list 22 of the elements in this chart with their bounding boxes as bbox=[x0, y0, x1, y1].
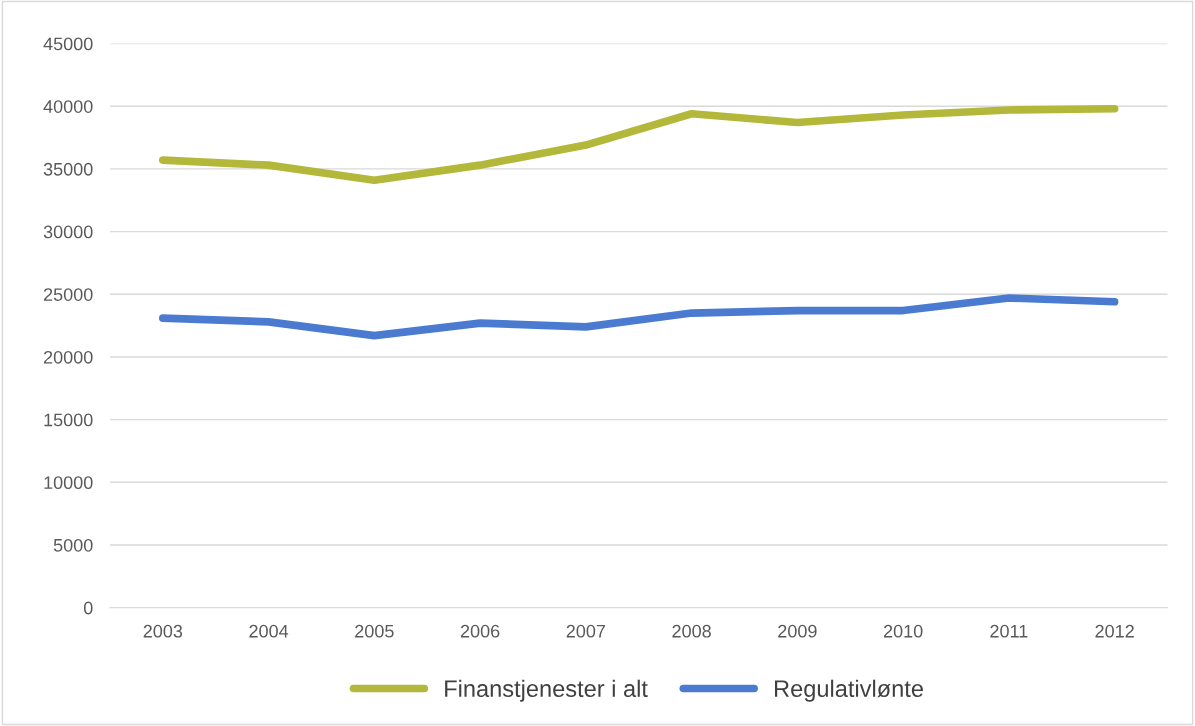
y-tick-label: 25000 bbox=[43, 288, 93, 301]
x-tick-label: 2006 bbox=[460, 624, 500, 638]
y-tick-label: 30000 bbox=[43, 225, 93, 239]
legend-label: Finanstjenester i alt bbox=[445, 679, 648, 702]
x-tick-label: 2011 bbox=[990, 624, 1028, 638]
y-tick-label: 5000 bbox=[53, 538, 93, 552]
y-tick-label: 40000 bbox=[43, 100, 93, 113]
legend-label: Regulativlønte bbox=[774, 679, 923, 702]
x-tick-label: 2003 bbox=[143, 624, 183, 638]
y-tick-label: 0 bbox=[83, 601, 93, 615]
x-tick-label: 2004 bbox=[249, 624, 289, 638]
y-tick-label: 15000 bbox=[44, 413, 93, 427]
x-tick-label: 2008 bbox=[672, 624, 711, 638]
x-tick-label: 2009 bbox=[778, 624, 817, 638]
y-tick-label: 10000 bbox=[44, 476, 93, 490]
y-tick-label: 20000 bbox=[43, 350, 93, 364]
x-tick-label: 2010 bbox=[883, 624, 923, 638]
y-tick-label: 45000 bbox=[43, 37, 93, 51]
x-tick-label: 2007 bbox=[566, 624, 606, 638]
x-tick-label: 2012 bbox=[1095, 624, 1134, 638]
y-tick-label: 35000 bbox=[43, 162, 93, 176]
x-tick-label: 2005 bbox=[355, 624, 394, 638]
